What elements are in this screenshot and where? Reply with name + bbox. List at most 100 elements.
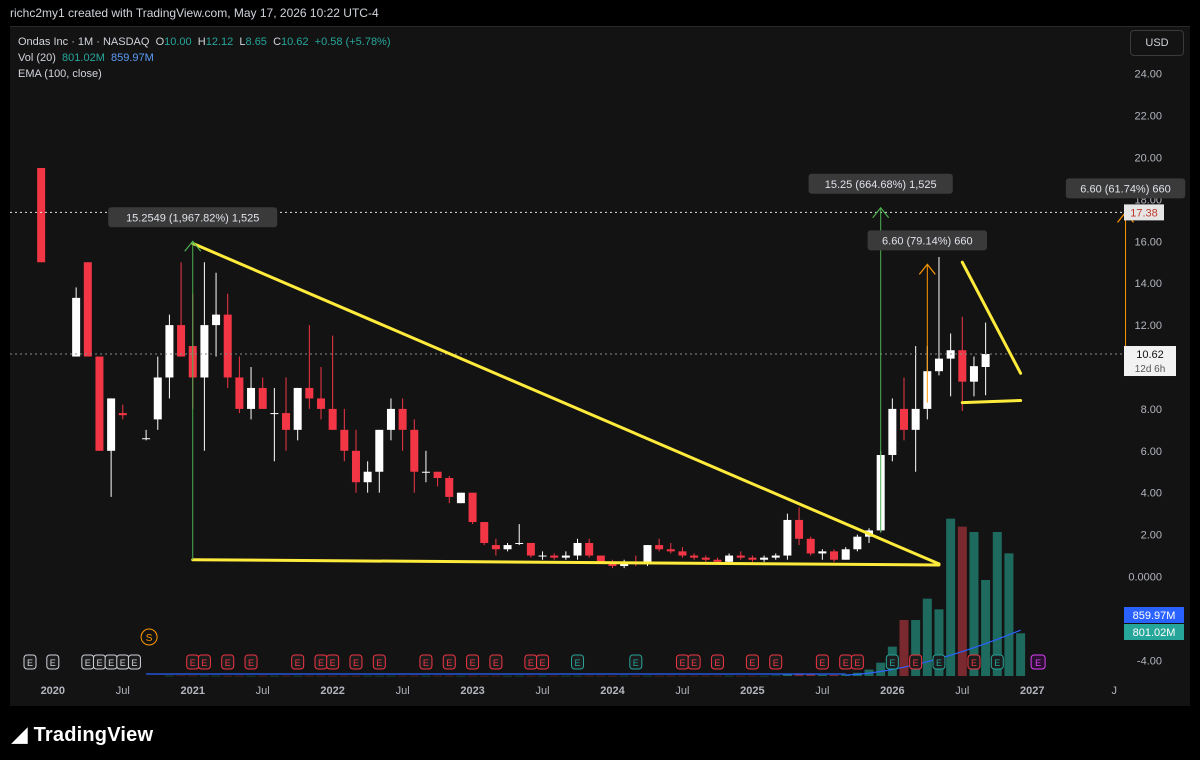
tradingview-mark-icon: ◢ bbox=[12, 724, 28, 746]
earnings-marker-icon[interactable] bbox=[372, 654, 386, 670]
earnings-marker-label: E bbox=[540, 658, 546, 668]
volume-bar bbox=[712, 675, 722, 677]
earnings-marker-icon[interactable] bbox=[221, 654, 235, 670]
volume-bar bbox=[1004, 553, 1014, 676]
volume-bar bbox=[339, 675, 349, 677]
measure-arrowhead bbox=[184, 240, 202, 252]
measure-label: 6.60 (61.74%) 660 bbox=[1080, 183, 1171, 195]
earnings-marker-icon[interactable] bbox=[909, 654, 923, 670]
earnings-marker-icon[interactable] bbox=[46, 654, 60, 670]
earnings-marker-icon[interactable] bbox=[489, 654, 503, 670]
volume-bar bbox=[199, 675, 209, 677]
earnings-marker-icon[interactable] bbox=[769, 654, 783, 670]
earnings-marker-label: E bbox=[971, 658, 977, 668]
volume-bar bbox=[164, 675, 174, 677]
future-earnings-icon[interactable] bbox=[1030, 654, 1046, 670]
trendline[interactable] bbox=[191, 558, 941, 567]
earnings-marker-icon[interactable] bbox=[419, 654, 433, 670]
earnings-marker-label: E bbox=[446, 658, 452, 668]
volume-bar bbox=[608, 675, 617, 677]
earnings-marker-label: E bbox=[108, 658, 114, 668]
price-axis-tick-label: 0.0000 bbox=[1128, 572, 1162, 584]
earnings-marker-icon[interactable] bbox=[710, 654, 724, 670]
earnings-marker-label: E bbox=[201, 658, 207, 668]
volume-indicator-label[interactable]: Vol (20) bbox=[18, 52, 56, 64]
volume-bar bbox=[782, 674, 792, 676]
volume-bar bbox=[223, 675, 233, 677]
earnings-marker-icon[interactable] bbox=[127, 654, 141, 670]
volume-bar bbox=[899, 620, 909, 676]
earnings-marker-icon[interactable] bbox=[967, 654, 981, 670]
footer: ◢ TradingView bbox=[0, 706, 1200, 760]
candle-body bbox=[468, 492, 477, 523]
earnings-marker-icon[interactable] bbox=[990, 654, 1004, 670]
candle-body bbox=[165, 325, 174, 378]
earnings-marker-icon[interactable] bbox=[291, 654, 305, 670]
earnings-marker-icon[interactable] bbox=[442, 654, 456, 670]
candle-body bbox=[200, 325, 209, 378]
earnings-marker-label: E bbox=[843, 658, 849, 668]
split-marker-icon[interactable] bbox=[140, 628, 158, 646]
price-axis-tick-label: 24.00 bbox=[1134, 69, 1162, 81]
earnings-marker-label: E bbox=[225, 658, 231, 668]
earnings-marker-icon[interactable] bbox=[629, 654, 643, 670]
earnings-marker-icon[interactable] bbox=[932, 654, 946, 670]
candle-body bbox=[142, 438, 151, 440]
candle-body bbox=[328, 408, 337, 430]
ema-indicator-label[interactable]: EMA (100, close) bbox=[18, 68, 102, 80]
earnings-marker-icon[interactable] bbox=[815, 654, 829, 670]
earnings-marker-label: E bbox=[423, 658, 429, 668]
time-axis-tick-label: Jul bbox=[256, 685, 270, 697]
price-tag-box bbox=[1124, 204, 1164, 221]
time-axis-tick-label: Jul bbox=[675, 685, 689, 697]
earnings-marker-icon[interactable] bbox=[244, 654, 258, 670]
price-chart[interactable]: 24.0022.0020.0018.0016.0014.0012.0010.00… bbox=[0, 0, 1200, 706]
trendline[interactable] bbox=[191, 241, 941, 566]
volume-bar bbox=[304, 675, 314, 677]
earnings-marker-icon[interactable] bbox=[571, 654, 585, 670]
volume-bar bbox=[817, 674, 827, 676]
volume-bar bbox=[351, 675, 361, 677]
candle-body bbox=[783, 519, 792, 556]
currency-button[interactable]: USD bbox=[1130, 30, 1184, 56]
measure-label-box bbox=[867, 230, 988, 251]
earnings-marker-label: E bbox=[749, 658, 755, 668]
earnings-marker-icon[interactable] bbox=[23, 654, 37, 670]
earnings-marker-icon[interactable] bbox=[745, 654, 759, 670]
volume-bar bbox=[468, 675, 478, 677]
volume-bar bbox=[433, 675, 443, 677]
low-label: L bbox=[239, 36, 246, 48]
volume-bar bbox=[876, 662, 886, 676]
volume-tag-box bbox=[1124, 624, 1184, 640]
volume-tag-box bbox=[1124, 607, 1184, 623]
time-axis-tick-label: Jul bbox=[955, 685, 969, 697]
candle-body bbox=[433, 471, 442, 479]
earnings-marker-icon[interactable] bbox=[326, 654, 340, 670]
candle-body bbox=[969, 366, 978, 382]
price-axis-tick-label: 16.00 bbox=[1134, 236, 1162, 248]
measure-label: 15.25 (664.68%) 1,525 bbox=[825, 179, 937, 191]
candle-body bbox=[666, 549, 675, 552]
tradingview-logo[interactable]: ◢ TradingView bbox=[12, 722, 153, 747]
symbol-label[interactable]: Ondas Inc · 1M · NASDAQ bbox=[18, 36, 150, 48]
trendline[interactable] bbox=[960, 399, 1023, 405]
time-axis-tick-label: Jul bbox=[116, 685, 130, 697]
chart-legend: Ondas Inc · 1M · NASDAQ O10.00 H12.12 L8… bbox=[18, 34, 391, 82]
earnings-marker-icon[interactable] bbox=[850, 654, 864, 670]
earnings-marker-icon[interactable] bbox=[885, 654, 899, 670]
earnings-marker-icon[interactable] bbox=[349, 654, 363, 670]
volume-bar bbox=[269, 675, 279, 677]
candle-body bbox=[410, 429, 419, 472]
earnings-marker-label: E bbox=[633, 658, 639, 668]
candle-body bbox=[585, 542, 594, 556]
candle-body bbox=[725, 555, 734, 562]
earnings-marker-icon[interactable] bbox=[687, 654, 701, 670]
candle-body bbox=[305, 387, 314, 399]
measure-label: 6.60 (79.14%) 660 bbox=[882, 235, 973, 247]
trendline[interactable] bbox=[960, 260, 1023, 375]
earnings-marker-icon[interactable] bbox=[536, 654, 550, 670]
candle-body bbox=[713, 559, 722, 562]
earnings-marker-label: E bbox=[295, 658, 301, 668]
earnings-marker-icon[interactable] bbox=[466, 654, 480, 670]
earnings-marker-icon[interactable] bbox=[197, 654, 211, 670]
